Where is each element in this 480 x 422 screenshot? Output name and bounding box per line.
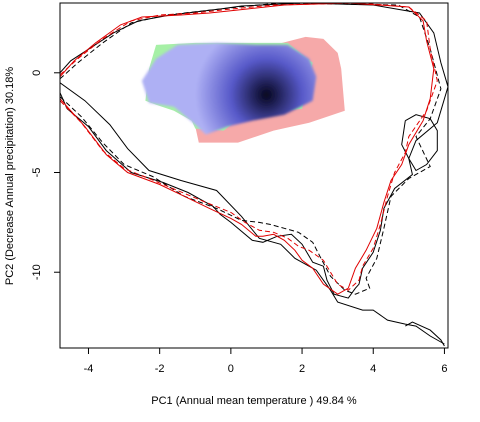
data-layer bbox=[60, 3, 448, 347]
y-axis-title: PC2 (Decrease Annual precipitation) 30.1… bbox=[4, 67, 16, 286]
y-tick-label: -10 bbox=[31, 264, 43, 280]
contour-line-1 bbox=[60, 3, 448, 299]
contour-line-5 bbox=[60, 3, 442, 295]
contour-line-7 bbox=[60, 3, 438, 291]
plot-frame bbox=[59, 2, 449, 349]
y-tick-label: 0 bbox=[31, 70, 43, 76]
x-axis-title: PC1 (Annual mean temperature ) 49.84 % bbox=[151, 395, 357, 407]
x-axis: -4 -2 0 2 4 6 bbox=[84, 348, 448, 375]
x-tick-label: 0 bbox=[228, 363, 234, 375]
x-tick-label: 6 bbox=[441, 363, 447, 375]
x-tick-label: -4 bbox=[84, 363, 94, 375]
x-tick-label: 4 bbox=[370, 363, 376, 375]
contour-line-6 bbox=[60, 3, 435, 295]
contour-line-4 bbox=[405, 321, 445, 347]
y-tick-label: -5 bbox=[31, 168, 43, 178]
density-surface bbox=[141, 42, 317, 135]
x-tick-label: -2 bbox=[155, 363, 165, 375]
contour-line-2 bbox=[60, 82, 445, 345]
x-tick-label: 2 bbox=[299, 363, 305, 375]
y-axis: 0 -5 -10 bbox=[31, 70, 60, 280]
